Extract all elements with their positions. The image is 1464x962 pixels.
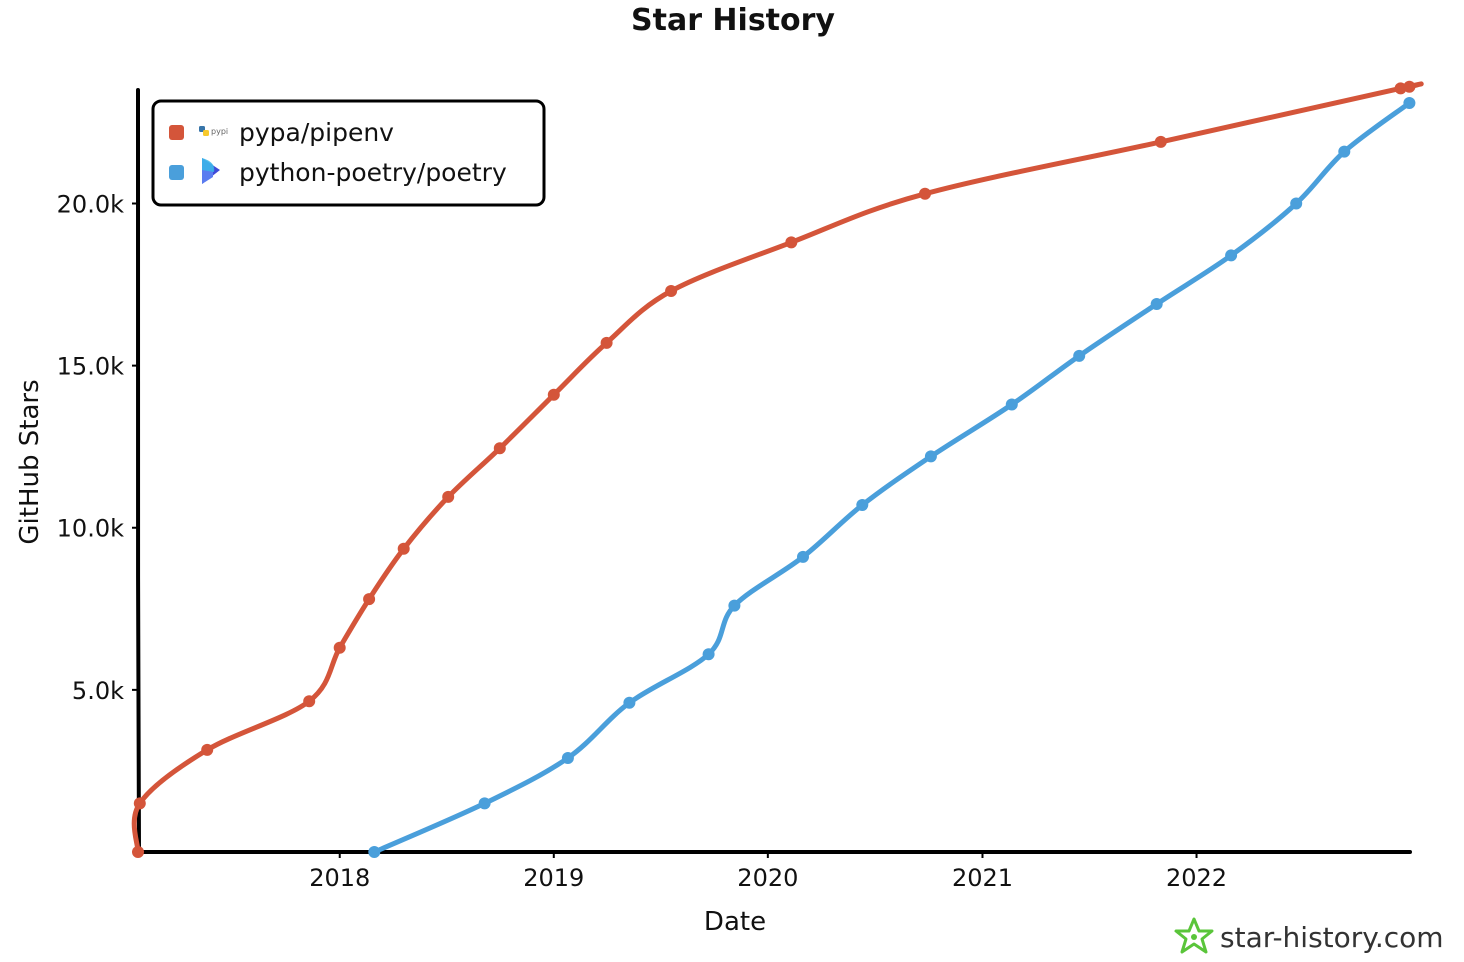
legend-swatch-poetry bbox=[169, 165, 184, 180]
data-point-poetry bbox=[368, 846, 381, 858]
star-logo-icon bbox=[1174, 917, 1214, 954]
y-tick-labels: 5.0k 10.0k 15.0k 20.0k bbox=[57, 190, 138, 705]
pypi-logo-icon: pypi bbox=[199, 126, 228, 136]
x-tick-label: 2018 bbox=[309, 864, 370, 892]
x-axis-label: Date bbox=[704, 907, 766, 937]
data-point-poetry bbox=[797, 550, 809, 563]
axes bbox=[136, 88, 1412, 855]
y-tick-label: 20.0k bbox=[57, 190, 124, 218]
svg-text:pypi: pypi bbox=[211, 127, 228, 136]
data-point-poetry bbox=[561, 752, 574, 764]
legend: pypi pypa/pipenv python-poetry/poetry bbox=[151, 99, 546, 207]
data-point-poetry bbox=[1290, 197, 1303, 210]
data-point-pipenv bbox=[363, 593, 376, 606]
data-point-pipenv bbox=[397, 542, 410, 555]
legend-box bbox=[151, 99, 546, 207]
y-axis-label: GitHub Stars bbox=[15, 379, 45, 544]
y-tick-label: 15.0k bbox=[57, 353, 124, 381]
series-pipenv bbox=[131, 80, 1424, 858]
legend-label-pipenv: pypa/pipenv bbox=[239, 118, 394, 147]
watermark: star-history.com bbox=[1174, 917, 1444, 954]
data-point-pipenv bbox=[201, 743, 214, 756]
legend-swatch-pipenv bbox=[169, 125, 184, 140]
data-point-poetry bbox=[728, 599, 741, 612]
chart-title: Star History bbox=[631, 3, 835, 38]
series-line-poetry bbox=[371, 100, 1412, 855]
poetry-logo-icon bbox=[202, 158, 220, 184]
watermark-text: star-history.com bbox=[1220, 921, 1444, 954]
data-point-poetry bbox=[1073, 349, 1086, 362]
data-point-pipenv bbox=[493, 442, 506, 455]
data-point-pipenv bbox=[442, 490, 455, 503]
y-tick-label: 10.0k bbox=[57, 515, 124, 543]
x-tick-label: 2021 bbox=[952, 864, 1013, 892]
data-point-poetry bbox=[478, 797, 491, 810]
data-point-pipenv bbox=[333, 641, 346, 654]
data-point-poetry bbox=[924, 450, 937, 463]
data-point-pipenv bbox=[665, 285, 678, 297]
data-point-poetry bbox=[856, 499, 869, 511]
data-point-pipenv bbox=[1403, 80, 1416, 93]
data-point-pipenv bbox=[919, 187, 931, 200]
y-axis-line bbox=[136, 88, 141, 854]
data-point-poetry bbox=[702, 648, 715, 661]
legend-label-poetry: python-poetry/poetry bbox=[239, 158, 507, 187]
data-point-poetry bbox=[1005, 398, 1018, 411]
x-axis-line bbox=[136, 849, 1412, 855]
x-tick-label: 2022 bbox=[1166, 864, 1227, 892]
y-tick-label: 5.0k bbox=[72, 677, 124, 705]
data-point-pipenv bbox=[303, 695, 316, 708]
data-point-poetry bbox=[1225, 249, 1238, 262]
data-point-pipenv bbox=[785, 236, 798, 249]
data-point-poetry bbox=[1403, 97, 1416, 109]
data-point-pipenv bbox=[547, 388, 560, 401]
x-tick-label: 2020 bbox=[737, 864, 798, 892]
data-point-pipenv bbox=[132, 846, 144, 858]
data-point-pipenv bbox=[600, 336, 613, 349]
x-tick-labels: 2018 2019 2020 2021 2022 bbox=[309, 852, 1227, 892]
data-point-poetry bbox=[1338, 145, 1351, 158]
series-layer bbox=[131, 80, 1424, 858]
data-point-pipenv bbox=[1154, 135, 1167, 148]
series-poetry bbox=[368, 97, 1416, 858]
data-point-pipenv bbox=[133, 797, 146, 810]
data-point-poetry bbox=[623, 696, 636, 709]
data-point-poetry bbox=[1150, 298, 1163, 310]
x-tick-label: 2019 bbox=[523, 864, 584, 892]
